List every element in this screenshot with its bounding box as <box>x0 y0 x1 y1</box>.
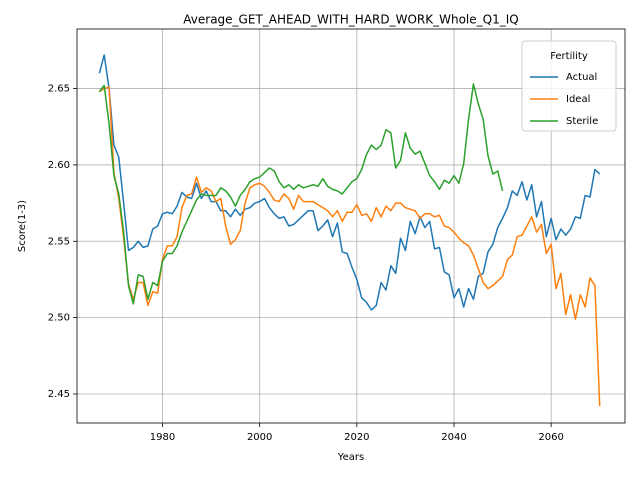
series-line <box>98 86 601 407</box>
x-tick-label: 2000 <box>247 432 272 443</box>
legend-label: Sterile <box>566 116 598 127</box>
y-tick-label: 2.45 <box>48 389 70 400</box>
series-line <box>98 54 601 311</box>
series-line <box>98 83 504 305</box>
legend-box <box>521 40 617 132</box>
y-tick-label: 2.50 <box>48 313 70 324</box>
y-tick-label: 2.55 <box>48 236 70 247</box>
chart-title: Average_GET_AHEAD_WITH_HARD_WORK_Whole_Q… <box>183 13 518 27</box>
plot-frame <box>76 28 626 424</box>
y-axis-label: Score(1-3) <box>17 200 28 252</box>
legend-label: Actual <box>566 72 597 83</box>
legend-label: Ideal <box>566 94 590 105</box>
x-tick-label: 2060 <box>538 432 563 443</box>
x-tick-label: 2020 <box>344 432 369 443</box>
x-tick-label: 2040 <box>441 432 466 443</box>
y-tick-label: 2.60 <box>48 160 70 171</box>
y-tick-label: 2.65 <box>48 84 70 95</box>
legend-title: Fertility <box>550 51 588 62</box>
x-tick-label: 1980 <box>150 432 175 443</box>
x-axis-label: Years <box>337 452 364 463</box>
